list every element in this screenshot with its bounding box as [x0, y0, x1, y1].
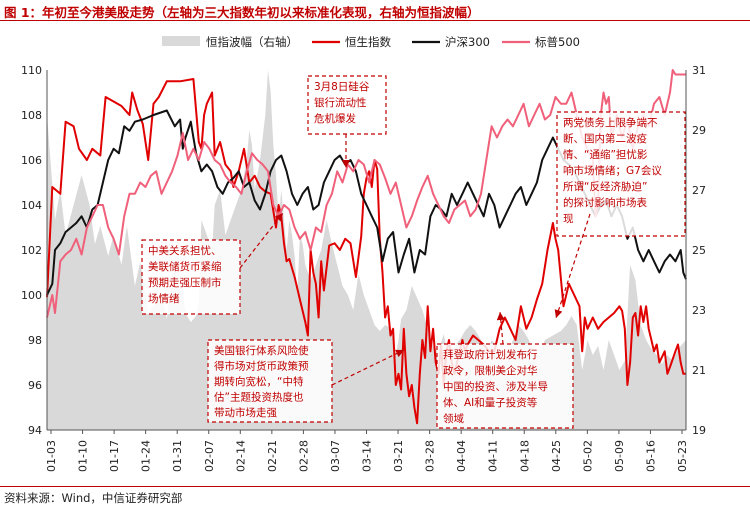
annotation-text: 银行流动性: [314, 96, 367, 109]
left-tick-label: 102: [21, 244, 42, 257]
annotation-arrowhead: [496, 312, 505, 321]
x-tick-label: 02-21: [266, 440, 279, 472]
x-tick-label: 01-24: [140, 440, 153, 472]
series-line-1: [46, 78, 686, 425]
x-tick-label: 04-18: [518, 440, 531, 472]
annotation-text: 危机爆发: [314, 112, 356, 125]
annotation-arrow: [331, 349, 405, 386]
annotation-text: 体、AI和量子投资等: [443, 396, 538, 409]
legend-label: 标普500: [535, 35, 580, 49]
x-tick-label: 05-09: [613, 440, 626, 472]
x-tick-label: 01-31: [171, 440, 184, 472]
annotation-text: 断、国内第二波疫: [563, 132, 647, 145]
series-area-volatility: [47, 70, 686, 430]
x-tick-label: 02-14: [234, 440, 247, 472]
annotation-text: 拜登政府计划发布行: [443, 348, 538, 361]
annotation-box: [556, 111, 686, 237]
annotation-text: 情、“通缩”担忧影: [563, 148, 648, 161]
x-tick-label: 01-10: [77, 440, 90, 472]
annotation-box: [307, 75, 387, 135]
legend-swatch-volatility: [162, 36, 200, 46]
left-tick-label: 94: [28, 424, 42, 437]
chart: 恒指波幅（右轴） 恒生指数 沪深300 标普500 94 96 98 100 102 104 10…: [21, 35, 706, 472]
left-tick-label: 100: [21, 289, 42, 302]
left-tick-label: 98: [28, 334, 42, 347]
annotation-text: 现: [563, 213, 574, 225]
x-tick-label: 03-21: [392, 440, 405, 472]
x-tick-label: 03-07: [329, 440, 342, 472]
title-divider: [0, 20, 750, 21]
annotation-text: 中国的投资、涉及半导: [443, 380, 548, 393]
footer-divider: [0, 486, 750, 487]
right-tick-label: 29: [692, 124, 706, 137]
x-tick-label: 04-11: [487, 440, 500, 472]
x-tick-label: 01-03: [45, 440, 58, 472]
annotation-arrow: [499, 311, 504, 345]
annotation-text: 美联储货币紧缩: [148, 260, 222, 273]
annotation-text: 3月8日硅谷: [314, 80, 370, 93]
annotation-text: 响市场情绪；G7会议: [563, 164, 662, 177]
legend-label: 沪深300: [445, 35, 490, 49]
annotation-arrowhead: [554, 309, 563, 318]
chart-title: 图 1：年初至今港美股走势（左轴为三大指数年初以来标准化表现，右轴为恒指波幅）: [4, 5, 480, 20]
left-tick-label: 96: [28, 379, 42, 392]
x-tick-label: 01-17: [108, 440, 121, 472]
annotation-text: 领域: [443, 412, 464, 425]
right-tick-label: 19: [692, 424, 706, 437]
annotation-text: 中美关系担忧、: [148, 244, 222, 257]
left-tick-label: 106: [21, 154, 42, 167]
annotation-text: 期转向宽松，“中特: [214, 375, 304, 388]
x-tick-label: 05-02: [581, 440, 594, 472]
annotation-arrowhead: [274, 213, 283, 222]
x-tick-label: 04-25: [550, 440, 563, 472]
legend: 恒指波幅（右轴） 恒生指数 沪深300 标普500: [162, 35, 580, 49]
annotation-arrow: [239, 212, 284, 269]
annotation-arrowhead: [395, 349, 404, 358]
left-tick-label: 108: [21, 109, 42, 122]
left-tick-label: 104: [21, 199, 42, 212]
annotation-text: 的探讨影响市场表: [563, 196, 647, 209]
axes: 94 96 98 100 102 104 106 108 110 19 21 23 25 27 29 31 01…: [21, 64, 706, 472]
annotation-arrow: [555, 213, 591, 319]
annotation-text: 带动市场走强: [214, 406, 277, 419]
right-tick-label: 25: [692, 244, 706, 257]
legend-label: 恒生指数: [345, 35, 391, 49]
annotation-text: 所谓“反经济胁迫”: [563, 180, 647, 193]
annotation-text: 估”主题投资热度也: [214, 391, 303, 404]
annotation-text: 两党债务上限争端不: [563, 116, 658, 129]
legend-label: 恒指波幅（右轴）: [206, 35, 298, 49]
right-tick-label: 23: [692, 304, 706, 317]
x-tick-label: 05-16: [644, 440, 657, 472]
annotation-box: [207, 339, 333, 423]
annotation-text: 得市场对货币政策预: [214, 360, 309, 373]
left-tick-label: 110: [21, 64, 42, 77]
annotation-text: 场情绪: [148, 292, 180, 305]
x-tick-label: 02-28: [297, 440, 310, 472]
right-tick-label: 31: [692, 64, 706, 77]
x-tick-label: 04-04: [455, 440, 468, 472]
annotation-box: [436, 343, 574, 429]
x-tick-label: 02-07: [203, 440, 216, 472]
source-note: 资料来源：Wind，中信证券研究部: [4, 491, 183, 505]
right-tick-label: 21: [692, 364, 706, 377]
x-tick-label: 03-28: [424, 440, 437, 472]
annotation-text: 政令，限制美企对华: [443, 364, 538, 377]
x-tick-label: 03-14: [361, 440, 374, 472]
x-tick-label: 05-23: [676, 440, 689, 472]
annotation-box: [141, 239, 241, 315]
annotation-text: 美国银行体系风险使: [214, 344, 309, 357]
annotation-text: 预期走强压制市: [148, 276, 222, 289]
right-tick-label: 27: [692, 184, 706, 197]
annotation-arrowhead: [342, 160, 350, 168]
